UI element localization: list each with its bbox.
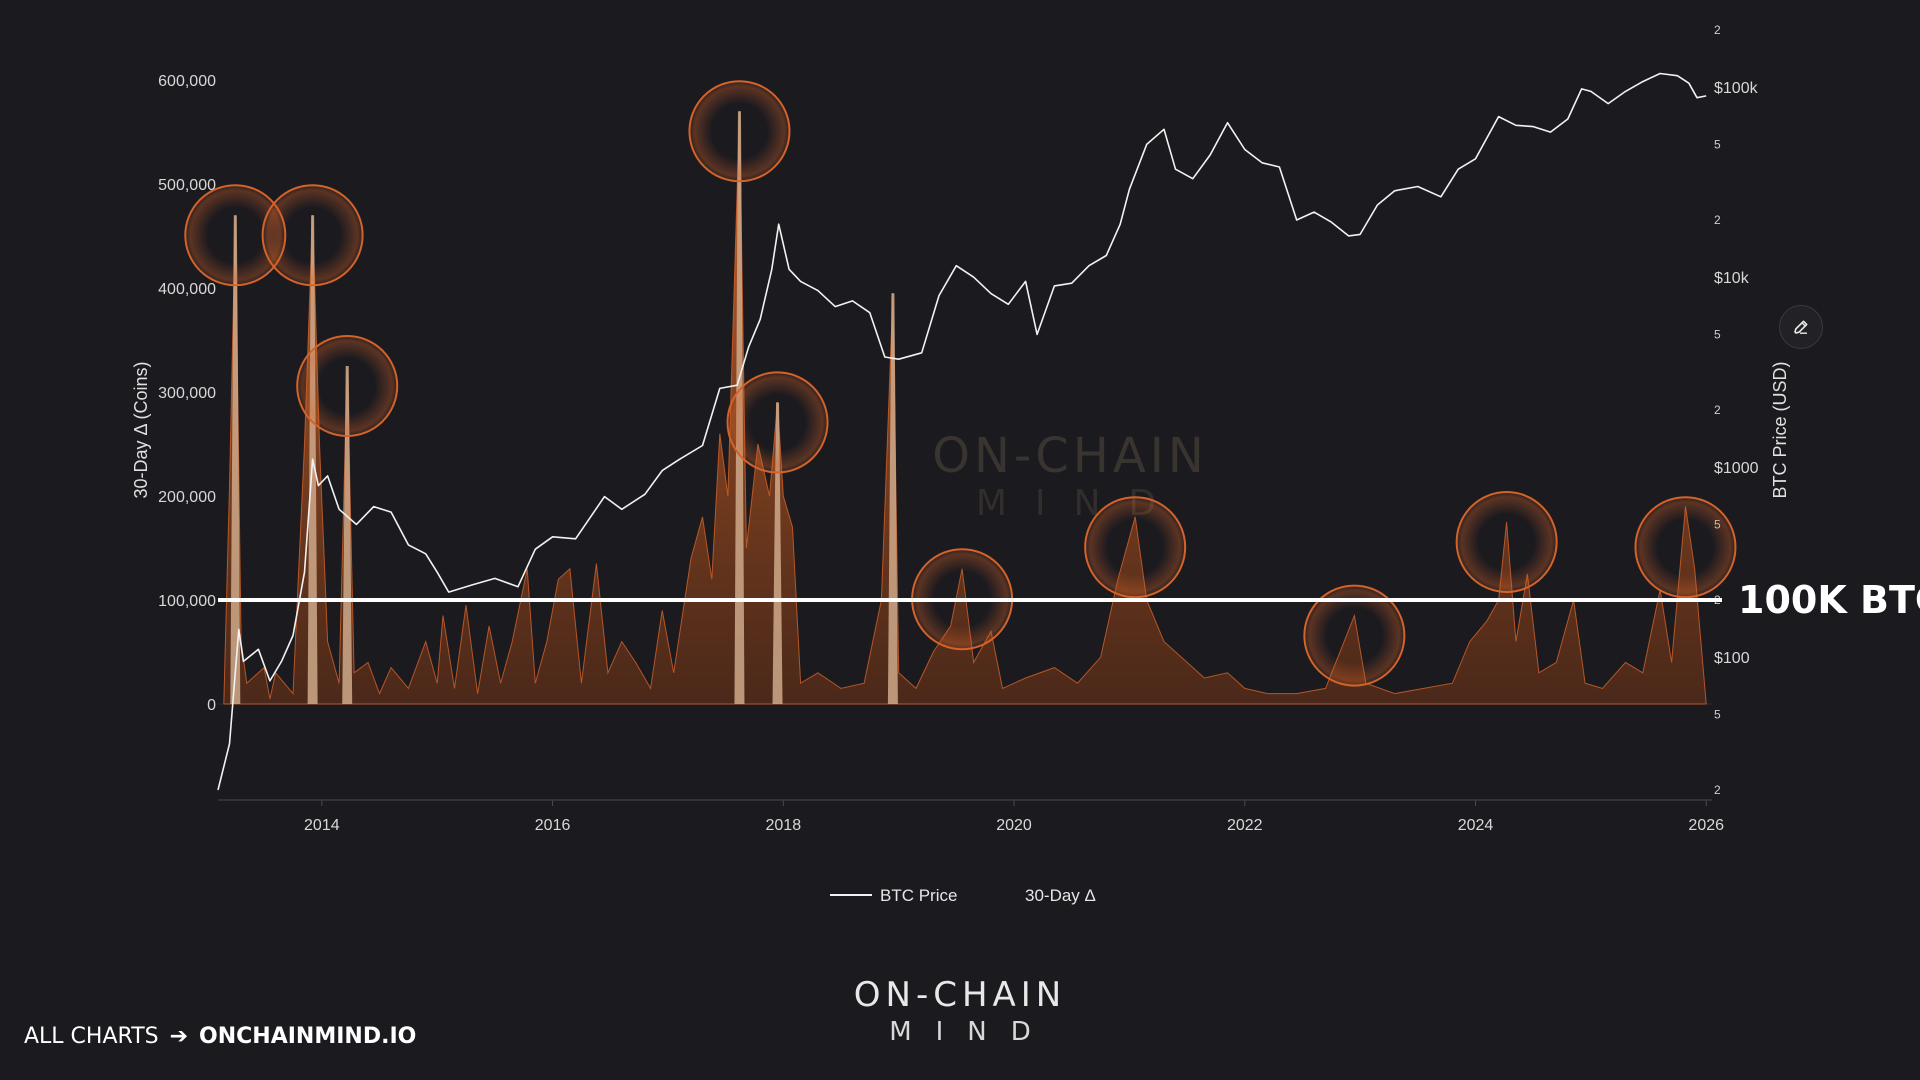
highlight-circle <box>688 80 791 183</box>
delta-spike-highlight <box>230 215 241 704</box>
highlight-circle <box>726 371 829 474</box>
highlight-circle <box>1084 496 1187 599</box>
x-tick-label: 2016 <box>535 817 571 834</box>
y-right-tick-label: 2 <box>1714 213 1721 227</box>
footer-link-prefix: ALL CHARTS <box>24 1024 159 1049</box>
y-right-tick-label: 5 <box>1714 707 1721 721</box>
y-left-tick-label: 600,000 <box>158 73 216 90</box>
highlight-circle <box>261 184 364 287</box>
y-right-tick-label: 2 <box>1714 403 1721 417</box>
delta-area <box>223 111 1707 705</box>
y-right-tick-label: $1000 <box>1714 460 1759 477</box>
highlight-circle <box>1303 584 1406 687</box>
x-tick-label: 2022 <box>1227 817 1263 834</box>
price-series <box>217 72 1707 791</box>
delta-spike-highlight <box>772 402 783 704</box>
y-right-tick-label: $10k <box>1714 270 1750 287</box>
arrow-right-icon: ➔ <box>169 1024 189 1049</box>
y-right-tick-label: $100k <box>1714 80 1759 97</box>
brand-line1: ON-CHAIN <box>853 975 1067 1015</box>
x-tick-label: 2024 <box>1458 817 1494 834</box>
highlight-circle <box>296 335 399 437</box>
legend-delta-label: 30-Day Δ <box>1025 886 1096 905</box>
y-right-tick-label: 5 <box>1714 327 1721 341</box>
y-left-tick-label: 300,000 <box>158 385 216 402</box>
reference-line-label: 100K BTC <box>1738 578 1920 622</box>
y-left-tick-label: 100,000 <box>158 593 216 610</box>
y-right-tick-label: 5 <box>1714 137 1721 151</box>
reference-line-group: 100K BTC <box>218 578 1920 622</box>
y-right-axis-title: BTC Price (USD) <box>1770 361 1790 498</box>
y-left-tick-label: 500,000 <box>158 177 216 194</box>
y-left-tick-label: 0 <box>207 697 216 714</box>
edit-button[interactable] <box>1779 305 1823 349</box>
delta-series <box>223 111 1707 705</box>
y-right-tick-label: $100 <box>1714 650 1750 667</box>
x-tick-label: 2018 <box>766 817 802 834</box>
x-tick-label: 2020 <box>996 817 1032 834</box>
highlight-circle <box>1455 491 1558 593</box>
watermark-line1: ON-CHAIN <box>932 428 1208 484</box>
legend-price-label: BTC Price <box>880 886 957 905</box>
price-line <box>217 72 1707 791</box>
pencil-icon <box>1794 320 1808 334</box>
legend: BTC Price 30-Day Δ <box>830 886 1096 905</box>
delta-spike-highlight <box>342 366 353 704</box>
footer-brand: ON-CHAIN MIND <box>0 975 1920 1047</box>
y-left-tick-label: 400,000 <box>158 281 216 298</box>
x-tick-label: 2014 <box>304 817 340 834</box>
footer-link-site[interactable]: ONCHAINMIND.IO <box>199 1024 417 1049</box>
y-left-tick-label: 200,000 <box>158 489 216 506</box>
y-left-axis-title: 30-Day Δ (Coins) <box>131 361 151 498</box>
footer-link[interactable]: ALL CHARTS ➔ ONCHAINMIND.IO <box>24 1024 416 1049</box>
x-axis: 2014 2016 2018 2020 2022 2024 2026 <box>304 800 1724 834</box>
y-right-tick-label: 2 <box>1714 783 1721 797</box>
y-right-tick-label: 2 <box>1714 23 1721 37</box>
brand-line2: MIND <box>889 1017 1055 1047</box>
y-left-axis: 600,000 500,000 400,000 300,000 200,000 100,0… <box>158 73 216 714</box>
highlight-circle <box>1634 496 1737 599</box>
x-tick-label: 2026 <box>1688 817 1724 834</box>
